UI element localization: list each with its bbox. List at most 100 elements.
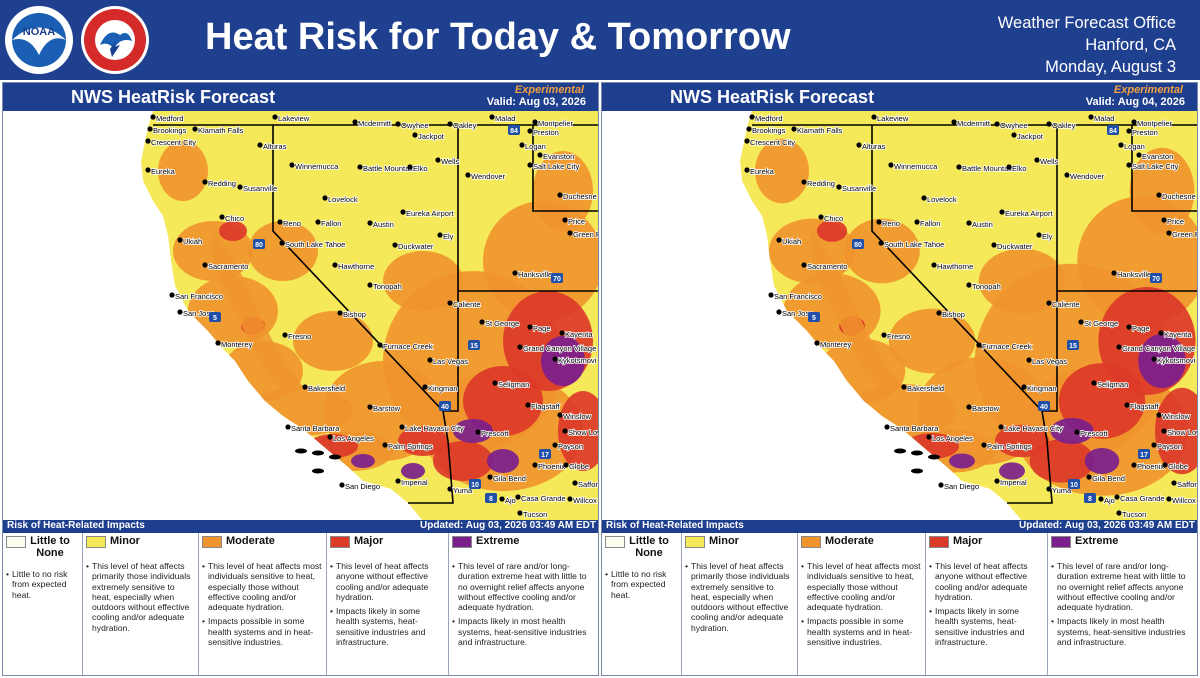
city-label: Page [533,324,551,333]
city-marker [352,119,358,125]
city-label: Winnemucca [894,162,938,171]
city-marker [512,270,518,276]
city-marker [422,384,428,390]
legend-bullet: Impacts likely in most health systems, h… [1057,616,1186,648]
city-label: Furnace Creek [383,342,433,351]
city-label: Crescent City [750,138,795,147]
city-marker [1124,402,1130,408]
city-marker [1131,119,1137,125]
city-marker [367,220,373,226]
legend-bullet: Impacts likely in some health systems, h… [336,606,426,648]
city-marker [427,357,433,363]
city-label: Eureka Airport [406,209,454,218]
city-marker [322,195,328,201]
city-label: Wells [441,157,459,166]
legend-name: Extreme [1075,535,1119,547]
city-label: Lovelock [328,195,358,204]
major-swatch [929,536,949,548]
major-swatch [330,536,350,548]
city-label: Fallon [321,219,341,228]
city-label: Safford [1177,480,1198,489]
bullet-icon: • [330,561,334,571]
city-label: Winnemucca [295,162,339,171]
city-label: Sacramento [208,262,248,271]
highway-label: 15 [470,343,478,350]
experimental-label: Experimental [1113,84,1183,96]
city-label: Wendover [471,172,506,181]
city-label: Palm Springs [388,442,433,451]
city-label: Elko [1012,164,1027,173]
city-label: Prescott [1080,429,1108,438]
updated-time: Updated: Aug 03, 2026 03:49 AM EDT [420,520,596,531]
state-border [532,125,598,212]
legend-title: Risk of Heat-Related Impacts [7,520,145,531]
nws-logo [80,5,150,75]
city-marker [527,128,533,134]
highway-shield [1084,493,1096,503]
city-label: Ely [1042,232,1053,241]
city-label: Eureka [151,167,176,176]
city-label: San Francisco [774,292,822,301]
city-label: Elko [413,164,428,173]
city-label: Imperial [1000,478,1027,487]
city-marker [412,132,418,138]
highway-label: 17 [1140,452,1148,459]
city-label: Furnace Creek [982,342,1032,351]
city-marker [768,292,774,298]
legend-desc: This level of heat affects most individu… [807,561,921,613]
highway-shield [209,312,221,322]
city-marker [981,442,987,448]
central-valley-area [810,231,902,391]
island [312,468,324,474]
city-marker [145,167,151,173]
city-label: Gila Bend [1092,474,1125,483]
major-area [558,391,598,471]
city-label: Duchesne [563,192,597,201]
highway-label: 84 [510,128,518,135]
city-marker [1114,494,1120,500]
city-marker [447,121,453,127]
city-marker [285,424,291,430]
highway-label: 70 [553,276,561,283]
city-marker [1126,162,1132,168]
city-label: St George [1084,319,1118,328]
city-label: San Diego [345,482,380,491]
city-label: Fresno [288,332,311,341]
city-label: Hanksville [1117,270,1151,279]
city-marker [177,237,183,243]
city-marker [999,209,1005,215]
major-area [463,366,543,436]
city-label: Los Angeles [932,434,973,443]
city-label: Preston [1132,128,1158,137]
city-marker [407,164,413,170]
city-marker [215,340,221,346]
legend-desc: This level of heat affects most individu… [208,561,322,613]
island [329,454,341,460]
city-marker [257,142,263,148]
heatrisk-map: Medford Brookings Klamath Falls Lakeview Mcd… [3,111,598,521]
island [295,448,307,454]
city-marker [147,126,153,132]
legend-bullet: Impacts possible in some health systems … [807,616,913,648]
legend-bullet: Little to no risk from expected heat. [611,569,667,600]
city-marker [400,209,406,215]
city-marker [1136,152,1142,158]
city-marker [527,162,533,168]
city-label: Klamath Falls [797,126,843,135]
city-marker [976,342,982,348]
page-title: Heat Risk for Today & Tomorrow [205,16,791,58]
city-marker [1098,496,1104,502]
moderate-area [293,311,373,371]
city-marker [1161,217,1167,223]
city-marker [559,330,565,336]
city-marker [562,428,568,434]
city-marker [552,356,558,362]
bullet-icon: • [1051,616,1055,627]
city-marker [1151,356,1157,362]
city-label: Payson [558,442,583,451]
highway-shield [1067,340,1079,350]
panel-tomorrow: NWS HeatRisk Forecast Experimental Valid… [601,82,1198,676]
city-label: Brookings [752,126,786,135]
city-marker [818,214,824,220]
city-marker [776,237,782,243]
